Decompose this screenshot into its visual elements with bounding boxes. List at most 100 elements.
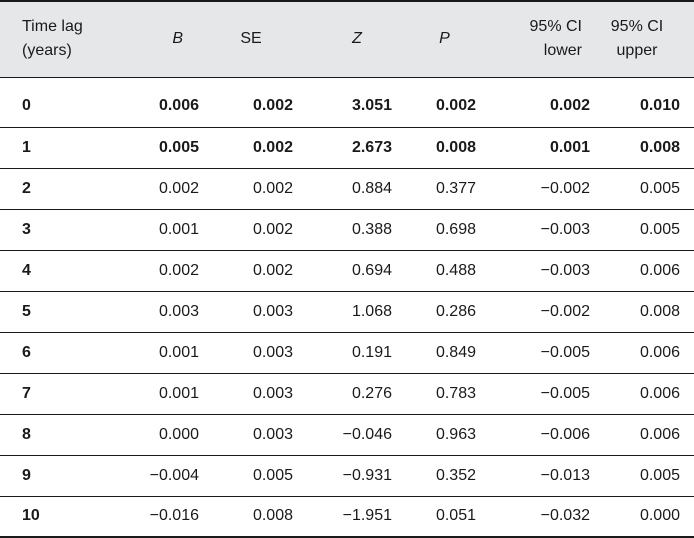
table-header: Time lag (years) B SE Z P 95% CI lower 9… (0, 1, 694, 77)
table-row: 10 −0.016 0.008 −1.951 0.051 −0.032 0.000 (0, 496, 694, 537)
cell-ci-upper: 0.006 (639, 384, 680, 402)
table-row: 5 0.003 0.003 1.068 0.286 −0.002 0.008 (0, 291, 694, 332)
cell-se: 0.002 (252, 138, 293, 156)
table-row: 7 0.001 0.003 0.276 0.783 −0.005 0.006 (0, 373, 694, 414)
table-row: 3 0.001 0.002 0.388 0.698 −0.003 0.005 (0, 209, 694, 250)
cell-time-lag: 3 (22, 220, 31, 238)
cell-ci-lower: −0.013 (540, 466, 590, 484)
cell-time-lag: 8 (22, 425, 31, 443)
cell-time-lag: 9 (22, 466, 31, 484)
cell-p: 0.783 (435, 384, 476, 402)
header-p: P (439, 30, 450, 48)
cell-ci-lower: 0.002 (549, 97, 590, 114)
cell-ci-lower: −0.003 (540, 220, 590, 238)
cell-se: 0.003 (252, 343, 293, 361)
cell-b: 0.001 (158, 220, 199, 238)
cell-ci-lower: −0.005 (540, 384, 590, 402)
cell-p: 0.286 (435, 302, 476, 320)
cell-p: 0.698 (435, 220, 476, 238)
cell-time-lag: 0 (22, 97, 31, 114)
cell-se: 0.002 (252, 261, 293, 279)
cell-z: −0.931 (342, 466, 392, 484)
cell-z: 0.276 (351, 384, 392, 402)
cell-ci-lower: −0.003 (540, 261, 590, 279)
header-time-lag: Time lag (years) (22, 18, 83, 60)
cell-se: 0.002 (252, 179, 293, 197)
header-z: Z (352, 30, 362, 48)
cell-ci-lower: −0.006 (540, 425, 590, 443)
cell-se: 0.003 (252, 384, 293, 402)
cell-b: −0.004 (149, 466, 199, 484)
cell-b: −0.016 (149, 507, 199, 525)
cell-z: 1.068 (351, 302, 392, 320)
cell-p: 0.849 (435, 343, 476, 361)
cell-z: 3.051 (351, 97, 392, 114)
cell-ci-upper: 0.000 (639, 507, 680, 525)
cell-time-lag: 2 (22, 179, 31, 197)
cell-time-lag: 10 (22, 507, 40, 525)
cell-z: 0.694 (351, 261, 392, 279)
cell-ci-lower: −0.002 (540, 179, 590, 197)
cell-ci-upper: 0.008 (639, 138, 680, 156)
cell-ci-upper: 0.006 (639, 261, 680, 279)
cell-z: 0.191 (351, 343, 392, 361)
cell-b: 0.001 (158, 384, 199, 402)
table-row: 6 0.001 0.003 0.191 0.849 −0.005 0.006 (0, 332, 694, 373)
cell-p: 0.963 (435, 425, 476, 443)
cell-p: 0.051 (435, 507, 476, 525)
table-row: 4 0.002 0.002 0.694 0.488 −0.003 0.006 (0, 250, 694, 291)
cell-ci-upper: 0.008 (639, 302, 680, 320)
cell-z: 0.884 (351, 179, 392, 197)
cell-p: 0.352 (435, 466, 476, 484)
cell-se: 0.002 (252, 220, 293, 238)
table-row: 0 0.006 0.002 3.051 0.002 0.002 0.010 (0, 77, 694, 127)
cell-ci-lower: −0.002 (540, 302, 590, 320)
cell-b: 0.005 (158, 138, 199, 156)
table-row: 2 0.002 0.002 0.884 0.377 −0.002 0.005 (0, 168, 694, 209)
cell-ci-upper: 0.005 (639, 220, 680, 238)
cell-ci-upper: 0.006 (639, 425, 680, 443)
table-row: 9 −0.004 0.005 −0.931 0.352 −0.013 0.005 (0, 455, 694, 496)
cell-z: 0.388 (351, 220, 392, 238)
cell-ci-lower: 0.001 (549, 138, 590, 156)
cell-se: 0.003 (252, 302, 293, 320)
cell-ci-upper: 0.010 (639, 97, 680, 114)
cell-b: 0.002 (158, 261, 199, 279)
cell-time-lag: 4 (22, 261, 31, 279)
cell-z: −0.046 (342, 425, 392, 443)
cell-se: 0.005 (252, 466, 293, 484)
cell-ci-upper: 0.005 (639, 466, 680, 484)
header-b: B (172, 30, 183, 48)
cell-z: 2.673 (351, 138, 392, 156)
header-ci-upper: 95% CI upper (610, 18, 664, 60)
table-body: 0 0.006 0.002 3.051 0.002 0.002 0.010 1 0.005 0.0… (0, 77, 694, 537)
cell-ci-lower: −0.005 (540, 343, 590, 361)
cell-time-lag: 5 (22, 302, 31, 320)
table-row: 1 0.005 0.002 2.673 0.008 0.001 0.008 (0, 127, 694, 168)
table-row: 8 0.000 0.003 −0.046 0.963 −0.006 0.006 (0, 414, 694, 455)
cell-ci-lower: −0.032 (540, 507, 590, 525)
cell-p: 0.488 (435, 261, 476, 279)
cell-b: 0.002 (158, 179, 199, 197)
cell-time-lag: 6 (22, 343, 31, 361)
cell-p: 0.002 (435, 97, 476, 114)
cell-ci-upper: 0.006 (639, 343, 680, 361)
cell-se: 0.002 (252, 97, 293, 114)
cell-b: 0.001 (158, 343, 199, 361)
cell-time-lag: 7 (22, 384, 31, 402)
cell-time-lag: 1 (22, 138, 31, 156)
header-ci-lower: 95% CI lower (529, 18, 582, 60)
cell-se: 0.003 (252, 425, 293, 443)
cell-z: −1.951 (342, 507, 392, 525)
header-row: Time lag (years) B SE Z P 95% CI lower 9… (0, 1, 694, 77)
cell-ci-upper: 0.005 (639, 179, 680, 197)
cell-b: 0.006 (158, 97, 199, 114)
cell-b: 0.000 (158, 425, 199, 443)
header-se: SE (240, 30, 262, 48)
cell-b: 0.003 (158, 302, 199, 320)
cell-p: 0.008 (435, 138, 476, 156)
cell-se: 0.008 (252, 507, 293, 525)
cell-p: 0.377 (435, 179, 476, 197)
